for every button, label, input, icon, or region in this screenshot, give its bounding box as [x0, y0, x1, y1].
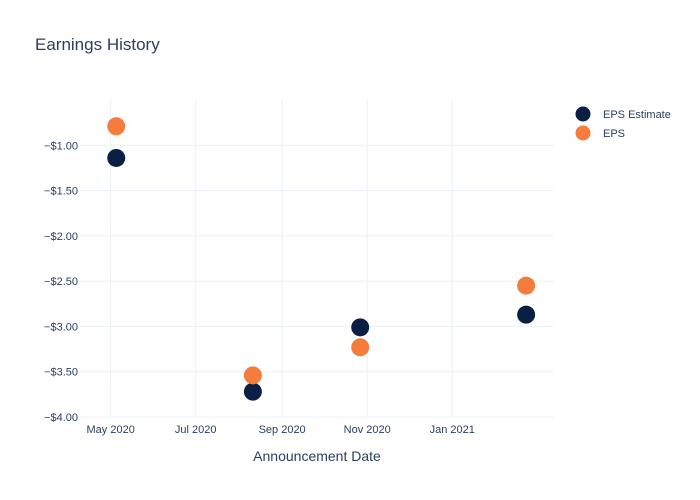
- legend[interactable]: EPS Estimate EPS: [575, 106, 671, 141]
- eps-estimate-point[interactable]: [107, 148, 126, 167]
- eps-estimate-point[interactable]: [243, 382, 262, 401]
- eps-point[interactable]: [243, 366, 262, 385]
- legend-marker: [575, 125, 591, 141]
- grid-lines: [80, 100, 554, 418]
- y-tick-label: −$4.00: [44, 412, 78, 424]
- x-tick-label: Nov 2020: [344, 424, 391, 436]
- x-tick-label: Jan 2021: [430, 424, 475, 436]
- y-tick-label: −$2.50: [44, 276, 78, 288]
- legend-label[interactable]: EPS: [603, 128, 625, 140]
- x-axis-title: Announcement Date: [253, 448, 381, 464]
- eps-point[interactable]: [107, 117, 126, 136]
- y-tick-label: −$3.00: [44, 321, 78, 333]
- eps-estimate-point[interactable]: [351, 318, 370, 337]
- x-tick-label: May 2020: [87, 424, 135, 436]
- y-tick-label: −$1.50: [44, 186, 78, 198]
- eps-point[interactable]: [351, 338, 370, 357]
- x-axis-ticks: May 2020 Jul 2020 Sep 2020 Nov 2020 Jan 2021: [87, 424, 475, 436]
- eps-estimate-point[interactable]: [517, 305, 536, 324]
- y-tick-label: −$1.00: [44, 140, 78, 152]
- data-points: [107, 117, 536, 401]
- chart-title: Earnings History: [35, 35, 160, 54]
- x-tick-label: Sep 2020: [259, 424, 306, 436]
- y-tick-label: −$3.50: [44, 367, 78, 379]
- legend-label[interactable]: EPS Estimate: [603, 109, 671, 121]
- y-axis-ticks: −$1.00 −$1.50 −$2.00 −$2.50 −$3.00 −$3.50 −$4.…: [44, 140, 78, 424]
- x-tick-label: Jul 2020: [175, 424, 217, 436]
- eps-point[interactable]: [517, 276, 536, 295]
- legend-marker: [575, 106, 591, 122]
- y-tick-label: −$2.00: [44, 231, 78, 243]
